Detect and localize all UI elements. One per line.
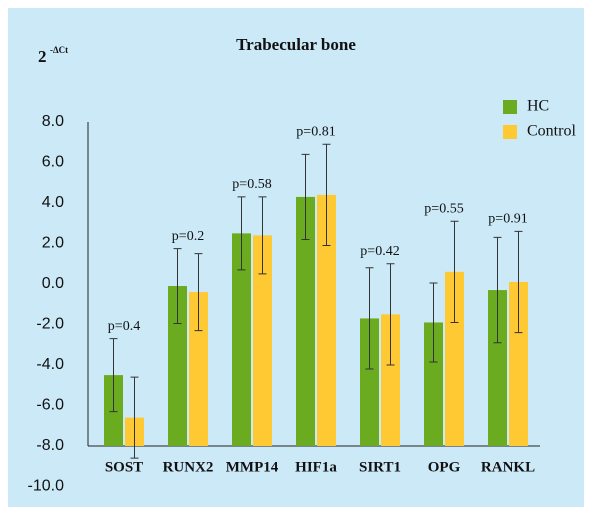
- bar: [360, 318, 379, 446]
- error-bar: [109, 338, 118, 413]
- error-bar: [493, 236, 502, 344]
- bar: [253, 235, 272, 446]
- y-tick-label: 8.0: [42, 113, 64, 130]
- error-bar: [237, 196, 246, 271]
- error-bar: [173, 248, 182, 324]
- y-tick-label: -4.0: [36, 356, 64, 373]
- x-tick-label: RUNX2: [163, 459, 214, 475]
- y-axis-label-superscript: -ΔCt: [50, 45, 68, 55]
- legend-swatch: [503, 125, 517, 139]
- x-tick-label: SIRT1: [359, 459, 401, 475]
- bar: [509, 281, 528, 446]
- legend-swatch: [503, 100, 517, 114]
- y-tick-label: 6.0: [42, 154, 64, 171]
- x-tick-label: OPG: [428, 459, 461, 475]
- p-value-label: p=0.91: [488, 212, 527, 227]
- error-bar: [301, 153, 310, 240]
- y-tick-label: -2.0: [36, 316, 64, 333]
- error-bar: [429, 282, 438, 363]
- y-axis-label: 2: [38, 47, 47, 66]
- p-value-label: p=0.2: [172, 229, 204, 244]
- y-tick-label: -8.0: [36, 437, 64, 454]
- error-bar: [450, 220, 459, 323]
- y-tick-label: -10.0: [28, 478, 65, 495]
- bar: [381, 314, 400, 446]
- bar: [424, 322, 443, 446]
- legend-label: HC: [527, 98, 549, 115]
- bar: [296, 196, 315, 446]
- y-tick-label: 4.0: [42, 194, 64, 211]
- bar: [317, 194, 336, 446]
- bar: [488, 290, 507, 446]
- bar: [189, 292, 208, 446]
- p-value-label: p=0.4: [108, 319, 140, 334]
- error-bar: [130, 376, 139, 459]
- error-bar: [386, 263, 395, 366]
- p-value-label: p=0.55: [424, 201, 463, 216]
- y-tick-label: -6.0: [36, 397, 64, 414]
- x-tick-label: MMP14: [226, 459, 279, 475]
- y-tick-label: 2.0: [42, 235, 64, 252]
- bar: [445, 271, 464, 446]
- x-tick-label: SOST: [105, 459, 143, 475]
- error-bar: [514, 230, 523, 334]
- bar: [168, 286, 187, 446]
- error-bar: [194, 253, 203, 332]
- chart-title: Trabecular bone: [236, 35, 356, 54]
- error-bar: [322, 143, 331, 247]
- legend-label: Control: [527, 123, 576, 140]
- x-tick-label: HIF1a: [295, 459, 337, 475]
- bar: [232, 233, 251, 446]
- x-tick-label: RANKL: [481, 459, 535, 475]
- error-bar: [365, 267, 374, 370]
- y-tick-label: 0.0: [42, 275, 64, 292]
- p-value-label: p=0.42: [360, 244, 399, 259]
- p-value-label: p=0.81: [296, 124, 335, 139]
- error-bar: [258, 196, 267, 275]
- p-value-label: p=0.58: [232, 177, 271, 192]
